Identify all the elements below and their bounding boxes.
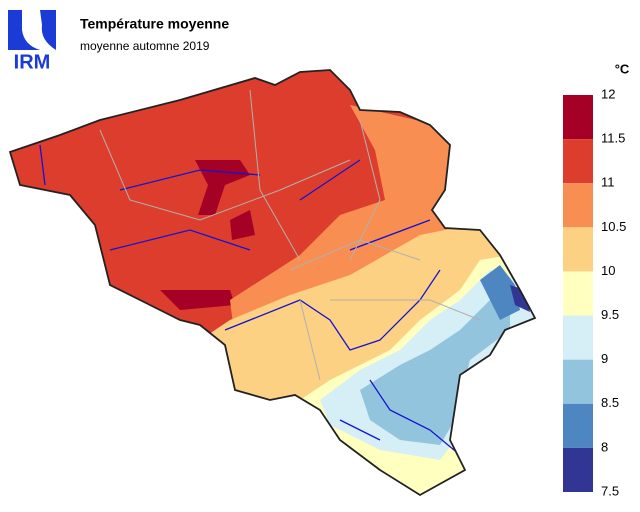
legend-tick-label: 8 bbox=[601, 439, 608, 454]
legend-tick-label: 10 bbox=[601, 263, 615, 278]
legend-band bbox=[563, 95, 593, 140]
legend-band bbox=[563, 315, 593, 360]
legend-tick-label: 9.5 bbox=[601, 307, 619, 322]
legend-tick-label: 11 bbox=[601, 175, 615, 190]
subtitle: moyenne automne 2019 bbox=[80, 39, 210, 53]
legend-band bbox=[563, 447, 593, 492]
logo: IRM bbox=[8, 10, 56, 73]
legend-band bbox=[563, 139, 593, 184]
legend-band bbox=[563, 271, 593, 316]
legend-band bbox=[563, 183, 593, 228]
title: Température moyenne bbox=[80, 16, 229, 32]
legend-unit: °C bbox=[615, 61, 630, 76]
legend-tick-label: 9 bbox=[601, 351, 608, 366]
map bbox=[10, 70, 535, 495]
legend-tick-label: 7.5 bbox=[601, 483, 619, 498]
legend-tick-label: 11.5 bbox=[601, 131, 625, 146]
legend-band bbox=[563, 359, 593, 404]
logo-text: IRM bbox=[14, 51, 51, 73]
legend-tick-label: 10.5 bbox=[601, 219, 626, 234]
legend-tick-label: 12 bbox=[601, 86, 615, 101]
legend-band bbox=[563, 403, 593, 448]
legend: 12 11.5 11 10.5 10 9.5 9 8.5 8 7.5 bbox=[563, 86, 626, 498]
legend-band bbox=[563, 227, 593, 272]
legend-tick-label: 8.5 bbox=[601, 395, 619, 410]
